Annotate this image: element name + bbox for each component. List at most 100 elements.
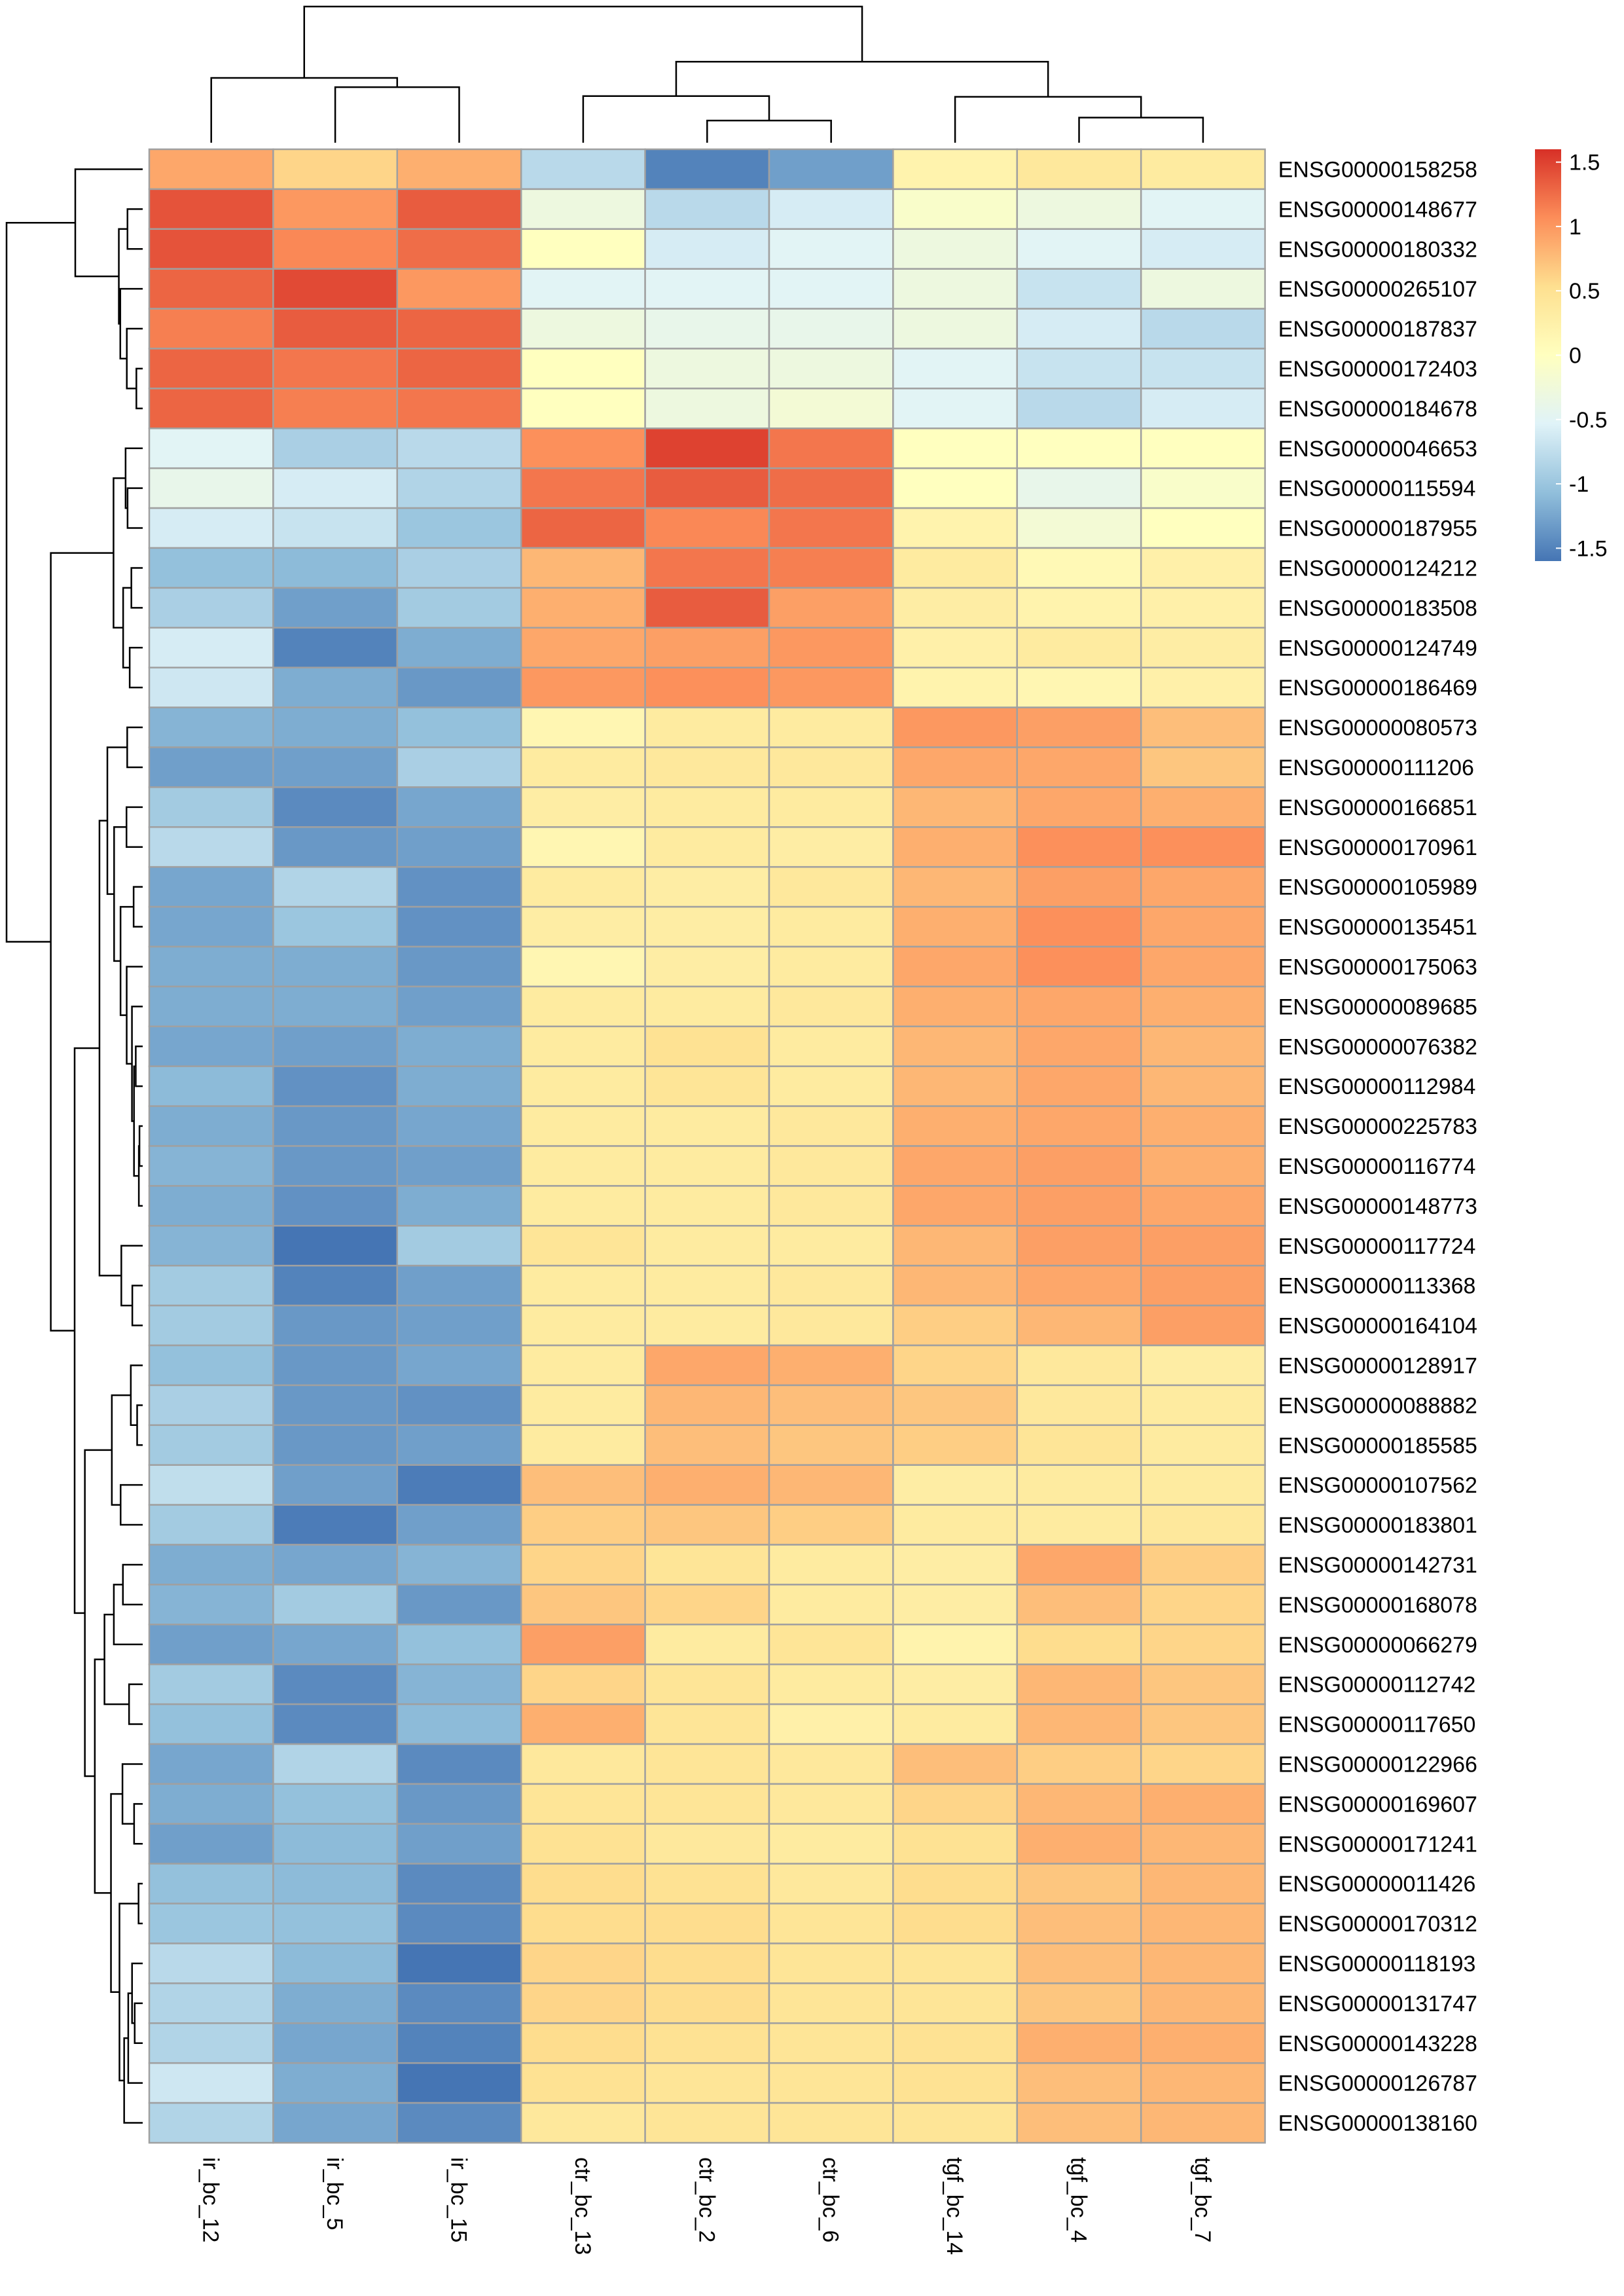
heatmap-cell — [644, 786, 770, 828]
heatmap-cell — [272, 547, 399, 589]
heatmap-cell — [396, 1025, 522, 1067]
heatmap-cell — [1016, 1624, 1142, 1666]
heatmap-cell — [148, 1384, 274, 1427]
heatmap-cell — [892, 786, 1019, 828]
heatmap-cell — [272, 1065, 399, 1107]
column-dendrogram-branch — [303, 5, 863, 78]
heatmap-cell — [768, 866, 894, 908]
heatmap-cell — [148, 1025, 274, 1067]
row-dendrogram-branch — [123, 2037, 143, 2124]
heatmap-cell — [148, 1504, 274, 1546]
heatmap-cell — [768, 1105, 894, 1147]
heatmap-cell — [396, 1464, 522, 1506]
heatmap-cell — [644, 1663, 770, 1705]
heatmap-cell — [892, 228, 1019, 270]
heatmap-cell — [644, 308, 770, 350]
heatmap-cell — [892, 1145, 1019, 1187]
heatmap-cell — [1140, 1105, 1266, 1147]
heatmap-cell — [644, 1105, 770, 1147]
heatmap-cell — [1016, 428, 1142, 469]
heatmap-cell — [520, 1185, 646, 1227]
row-label: ENSG00000170961 — [1278, 835, 1477, 860]
heatmap-cell — [644, 1225, 770, 1267]
heatmap-cell — [644, 1703, 770, 1745]
heatmap-cell — [644, 627, 770, 668]
heatmap-cell — [396, 1823, 522, 1865]
row-labels: ENSG00000158258 ENSG00000148677 ENSG000001… — [1278, 157, 1477, 2136]
heatmap-cell — [1016, 1105, 1142, 1147]
heatmap-grid — [148, 148, 1266, 2144]
column-dendrogram-branch — [334, 86, 460, 143]
heatmap-cell — [892, 1783, 1019, 1825]
row-dendrogram-branch — [133, 1803, 143, 1845]
heatmap-cell — [1140, 746, 1266, 788]
heatmap-cell — [520, 1065, 646, 1107]
heatmap-cell — [148, 985, 274, 1028]
heatmap-cell — [1016, 1304, 1142, 1347]
heatmap-cell — [396, 1145, 522, 1187]
heatmap-cell — [396, 1384, 522, 1427]
heatmap-cell — [396, 188, 522, 230]
heatmap-cell — [768, 148, 894, 191]
heatmap-cell — [892, 1663, 1019, 1705]
heatmap-cell — [768, 587, 894, 629]
heatmap-cell — [1140, 1823, 1266, 1865]
heatmap-cell — [272, 1504, 399, 1546]
legend-tick-label: -1 — [1569, 472, 1589, 497]
heatmap-cell — [520, 1624, 646, 1666]
row-dendrogram — [5, 168, 143, 2124]
heatmap-cell — [644, 746, 770, 788]
heatmap-cell — [1016, 1384, 1142, 1427]
heatmap-cell — [644, 1584, 770, 1626]
heatmap-cell — [520, 1304, 646, 1347]
row-dendrogram-branch — [138, 1125, 143, 1167]
row-dendrogram-branch — [128, 1683, 143, 1725]
heatmap-cell — [644, 148, 770, 191]
heatmap-cell — [892, 666, 1019, 708]
heatmap-cell — [892, 905, 1019, 948]
heatmap-cell — [396, 786, 522, 828]
heatmap-cell — [1140, 1025, 1266, 1067]
heatmap-cell — [768, 228, 894, 270]
heatmap-cell — [1140, 1624, 1266, 1666]
heatmap-cell — [768, 547, 894, 589]
heatmap-cell — [272, 1942, 399, 1984]
heatmap-cell — [644, 1504, 770, 1546]
row-label: ENSG00000168078 — [1278, 1593, 1477, 1618]
heatmap-cell — [1016, 985, 1142, 1028]
heatmap-cell — [520, 2022, 646, 2064]
row-label: ENSG00000112742 — [1278, 1673, 1476, 1698]
heatmap-cell — [1140, 905, 1266, 948]
heatmap-cell — [644, 1145, 770, 1187]
heatmap-cell — [892, 1025, 1019, 1067]
column-label: tgf_bc_7 — [1190, 2157, 1215, 2242]
heatmap-cell — [396, 627, 522, 668]
heatmap-cell — [148, 388, 274, 429]
heatmap-cell — [1016, 746, 1142, 788]
heatmap-cell — [644, 1344, 770, 1387]
row-label: ENSG00000185585 — [1278, 1433, 1477, 1458]
heatmap-cell — [520, 1504, 646, 1546]
heatmap-cell — [1140, 228, 1266, 270]
row-label: ENSG00000066279 — [1278, 1633, 1477, 1658]
heatmap-cell — [520, 905, 646, 948]
row-dendrogram-branch — [131, 1285, 143, 1326]
heatmap-cell — [272, 627, 399, 668]
heatmap-cell — [1140, 1304, 1266, 1347]
heatmap-cell — [1016, 348, 1142, 390]
heatmap-cell — [1140, 1504, 1266, 1546]
heatmap-cell — [1016, 2102, 1142, 2144]
heatmap-cell — [396, 1863, 522, 1904]
heatmap-cell — [768, 2102, 894, 2144]
heatmap-cell — [768, 1384, 894, 1427]
heatmap-cell — [272, 1663, 399, 1705]
heatmap-cell — [892, 148, 1019, 191]
heatmap-cell — [148, 547, 274, 589]
row-label: ENSG00000138160 — [1278, 2111, 1477, 2136]
heatmap-cell — [1140, 1424, 1266, 1466]
heatmap-cell — [768, 308, 894, 350]
heatmap-cell — [396, 587, 522, 629]
heatmap-cell — [1140, 666, 1266, 708]
row-label: ENSG00000225783 — [1278, 1114, 1477, 1139]
